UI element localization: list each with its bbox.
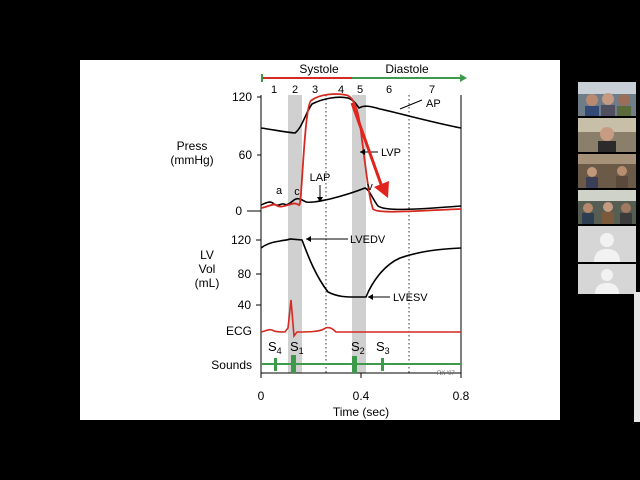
arrow-left-icon xyxy=(306,236,311,242)
ap-label: AP xyxy=(426,98,441,110)
pressure-axis-title: Press xyxy=(177,139,208,153)
s4-label: S4 xyxy=(268,339,282,356)
ecg-label: ECG xyxy=(226,324,252,338)
pressure-tick: 120 xyxy=(232,90,252,104)
avatar-placeholder-icon xyxy=(578,264,636,294)
participant-video xyxy=(578,82,636,116)
participant-avatar-tile[interactable] xyxy=(578,264,636,294)
participant-video-tile[interactable] xyxy=(578,190,636,224)
participant-video xyxy=(578,190,636,224)
participant-video xyxy=(578,118,636,152)
volume-tick: 120 xyxy=(231,233,251,247)
phase-number: 2 xyxy=(292,84,298,96)
s1-label: S1 xyxy=(290,339,304,356)
arrow-left-icon xyxy=(368,294,373,300)
ap-pointer xyxy=(399,99,423,110)
wiggers-diagram: Systole Diastole 1 2 3 4 5 6 7 Press (mm… xyxy=(170,62,470,419)
s2-marker xyxy=(352,356,357,373)
volume-axis-subtitle: Vol xyxy=(199,262,216,276)
participant-video-tile[interactable] xyxy=(578,82,636,116)
volume-tick: 40 xyxy=(238,298,252,312)
participant-video-tile[interactable] xyxy=(578,118,636,152)
a-wave-label: a xyxy=(276,185,283,197)
participant-avatar-tile[interactable] xyxy=(578,226,636,262)
v-wave-label: v xyxy=(367,181,373,193)
x-axis-title: Time (sec) xyxy=(333,405,389,419)
participant-video xyxy=(578,154,636,188)
diastole-arrow-icon xyxy=(460,74,467,82)
annotation-arrow xyxy=(350,102,384,188)
phase-number: 7 xyxy=(429,84,435,96)
s3-label: S3 xyxy=(376,339,390,356)
credit-label: RK '07 xyxy=(437,371,455,377)
volume-tick: 80 xyxy=(238,267,252,281)
partial-video-tile xyxy=(634,292,640,422)
aortic-pressure-curve xyxy=(260,96,462,134)
systole-label: Systole xyxy=(299,62,339,76)
avatar-placeholder-icon xyxy=(578,226,636,262)
participant-video-tile[interactable] xyxy=(578,154,636,188)
x-tick-label: 0.4 xyxy=(353,389,370,403)
x-tick-label: 0 xyxy=(258,389,265,403)
ecg-trace xyxy=(260,299,461,339)
volume-axis-title: LV xyxy=(200,248,214,262)
phase-number: 4 xyxy=(338,84,344,96)
c-wave-label: c xyxy=(294,186,300,198)
phase-number: 5 xyxy=(357,84,363,96)
s1-marker xyxy=(291,355,296,373)
lvedv-label: LVEDV xyxy=(350,234,386,246)
sounds-label: Sounds xyxy=(211,358,252,372)
ventricular-volume-curve xyxy=(260,238,462,298)
arrow-left-icon xyxy=(360,149,365,155)
x-tick-label: 0.8 xyxy=(453,389,470,403)
phase-number: 6 xyxy=(386,84,392,96)
s2-label: S2 xyxy=(351,339,365,356)
pressure-tick: 60 xyxy=(239,148,253,162)
lvesv-label: LVESV xyxy=(393,292,428,304)
arrow-down-icon xyxy=(317,197,323,202)
phase-number: 3 xyxy=(312,84,318,96)
s4-marker xyxy=(274,358,277,371)
pressure-axis-unit: (mmHg) xyxy=(170,153,213,167)
lvp-label: LVP xyxy=(381,147,401,159)
volume-axis-unit: (mL) xyxy=(195,276,220,290)
arrow-head-icon xyxy=(374,181,389,198)
pressure-tick: 0 xyxy=(235,204,242,218)
diastole-label: Diastole xyxy=(385,62,429,76)
shared-slide: Systole Diastole 1 2 3 4 5 6 7 Press (mm… xyxy=(80,60,560,420)
s3-marker xyxy=(381,358,384,371)
phase-number: 1 xyxy=(271,84,277,96)
lap-label: LAP xyxy=(310,172,331,184)
ventricular-pressure-curve xyxy=(260,93,462,213)
isovolumic-relaxation-band xyxy=(352,95,366,373)
